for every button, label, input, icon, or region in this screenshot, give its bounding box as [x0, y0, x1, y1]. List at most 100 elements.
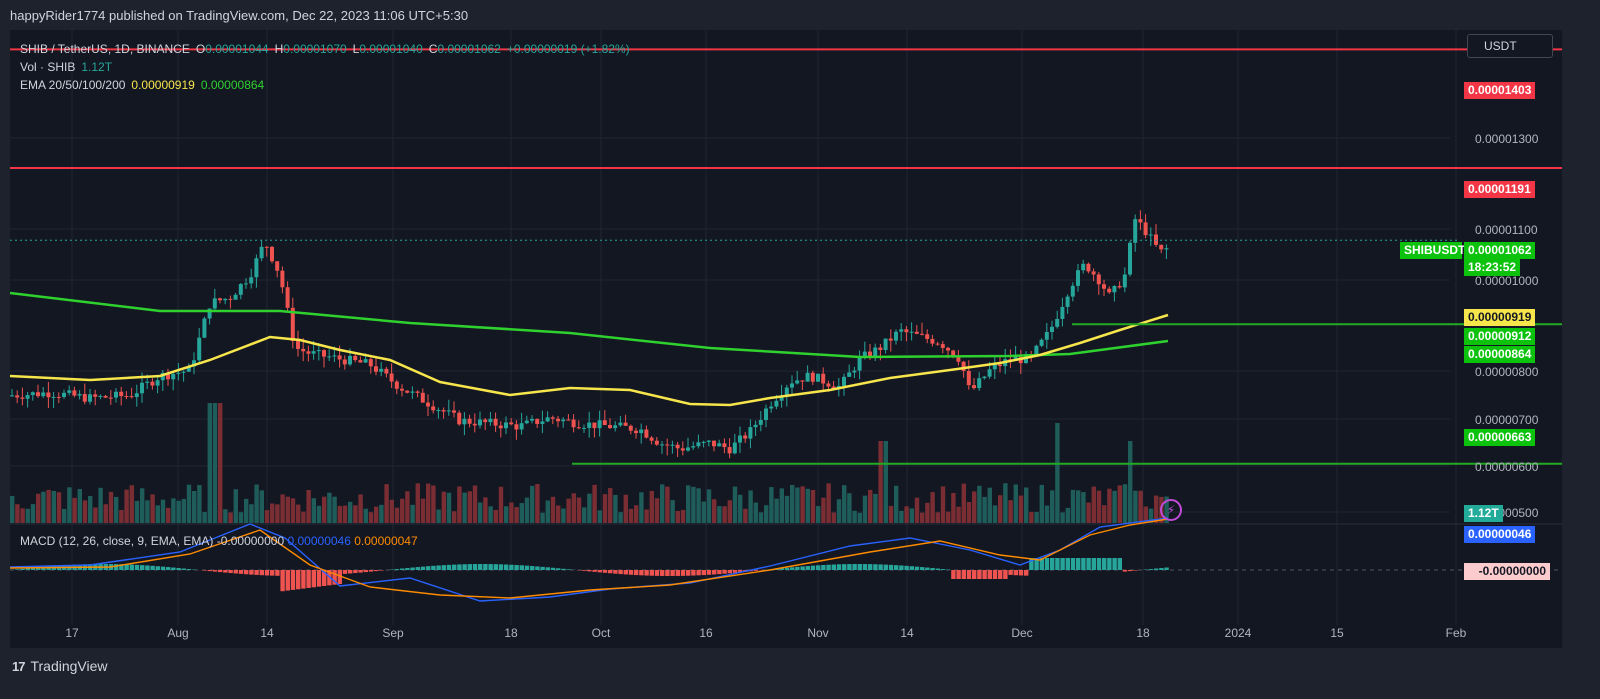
candle-body [1076, 270, 1080, 286]
ohlc-high: 0.00001070 [283, 42, 347, 56]
candle-body [956, 356, 961, 362]
candle-body [171, 373, 176, 380]
candle-body [192, 360, 196, 367]
candle-body [774, 400, 779, 407]
candle-body [545, 417, 550, 422]
volume-bar [712, 499, 717, 523]
macd-histogram-bar [805, 566, 810, 570]
volume-bar [1091, 486, 1096, 523]
volume-bar [680, 509, 686, 523]
ohlc-open-label: O [195, 42, 206, 56]
volume-bar [145, 500, 150, 523]
symbol-title[interactable]: SHIB / TetherUS, 1D, BINANCE [20, 42, 190, 56]
candle-body [93, 394, 98, 397]
candle-body [202, 318, 207, 338]
ohlc-close-label: C [428, 42, 438, 56]
volume-bar [821, 497, 826, 523]
candle-body [1128, 242, 1132, 275]
tradingview-brand[interactable]: 17 TradingView [12, 658, 108, 674]
volume-label[interactable]: Vol · SHIB [20, 60, 76, 74]
volume-bar [956, 506, 961, 523]
volume-bar [1034, 512, 1039, 523]
candle-body [493, 418, 498, 426]
volume-bar [1112, 490, 1117, 523]
candle-body [498, 425, 503, 429]
volume-bar [868, 489, 873, 523]
volume-bar [171, 498, 176, 523]
volume-bar [1024, 487, 1029, 523]
macd-histogram-bar [353, 570, 358, 574]
macd-histogram-bar [816, 565, 821, 570]
candle-body [285, 287, 290, 308]
macd-histogram-bar [1112, 558, 1117, 570]
volume-bar [296, 504, 301, 523]
macd-histogram-bar [394, 569, 400, 570]
volume-bar [998, 495, 1003, 523]
volume-bar [1065, 507, 1070, 523]
lightning-icon[interactable]: ⚡ [1160, 499, 1182, 521]
candle-body [660, 444, 664, 446]
volume-bar [186, 484, 192, 523]
price-chart[interactable] [10, 30, 1562, 648]
volume-bar [228, 512, 233, 523]
currency-button[interactable]: USDT [1467, 34, 1553, 58]
volume-bar [1128, 441, 1133, 523]
candle-body [88, 394, 92, 402]
macd-histogram-bar [998, 570, 1003, 579]
volume-bar [566, 498, 571, 523]
macd-histogram-bar [717, 570, 722, 575]
candle-body [550, 417, 555, 419]
candle-body [842, 376, 846, 386]
macd-histogram-bar [706, 570, 712, 575]
candle-body [483, 419, 488, 423]
candle-body [701, 441, 706, 443]
macd-histogram-bar [342, 570, 348, 574]
volume-bar [904, 506, 909, 523]
macd-histogram-bar [972, 570, 977, 579]
candle-body [389, 373, 394, 382]
x-tick-label: Feb [1445, 626, 1467, 640]
macd-histogram-bar [826, 564, 831, 570]
macd-histogram-bar [1024, 570, 1029, 576]
chart-panel[interactable] [10, 30, 1562, 648]
candle-body [946, 347, 950, 351]
volume-bar [25, 508, 30, 523]
candle-body [764, 408, 768, 421]
volume-bar [124, 489, 129, 523]
volume-bar [192, 490, 197, 523]
candle-body [816, 373, 820, 382]
candle-body [176, 372, 181, 374]
volume-bar [634, 505, 639, 523]
macd-histogram-bar [634, 570, 639, 576]
candle-body [1138, 219, 1143, 223]
volume-bar [951, 492, 956, 523]
candle-body [904, 329, 909, 333]
candle-body [20, 397, 25, 399]
candle-body [1050, 326, 1054, 333]
candle-body [1122, 274, 1127, 288]
macd-legend[interactable]: MACD (12, 26, close, 9, EMA, EMA) -0.000… [20, 534, 418, 548]
candle-body [290, 307, 295, 341]
candle-body [561, 419, 566, 422]
macd-histogram-bar [446, 564, 452, 570]
macd-histogram-bar [654, 570, 660, 576]
macd-histogram-bar [1091, 558, 1096, 570]
macd-histogram-bar [582, 570, 587, 571]
candle-body [712, 440, 716, 447]
macd-value: 0.00000046 [287, 534, 351, 548]
volume-bar [1102, 505, 1107, 523]
x-tick-label: 14 [260, 626, 274, 640]
volume-bar [883, 441, 888, 523]
macd-histogram-bar [311, 570, 316, 588]
macd-histogram-bar [1039, 558, 1044, 570]
volume-bar [966, 501, 972, 523]
macd-histogram-bar [940, 569, 946, 570]
macd-histogram-bar [691, 570, 696, 576]
ohlc-low-label: L [352, 42, 360, 56]
x-tick-label: Dec [1011, 626, 1033, 640]
macd-histogram-bar [790, 567, 795, 570]
volume-bar [826, 483, 831, 523]
macd-histogram-bar [160, 566, 166, 570]
candle-body [368, 359, 373, 367]
ema-label[interactable]: EMA 20/50/100/200 [20, 78, 126, 92]
